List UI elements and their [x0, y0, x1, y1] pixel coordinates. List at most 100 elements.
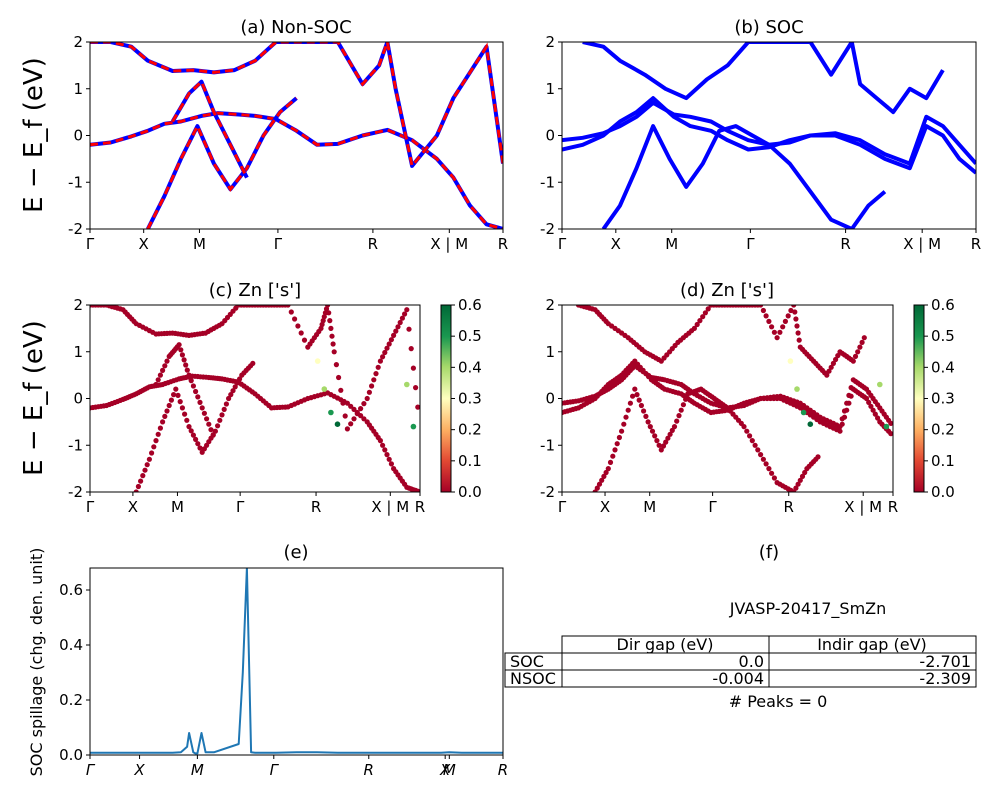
scatter-point: [135, 483, 141, 490]
scatter-point: [855, 349, 861, 355]
scatter-point: [348, 403, 354, 409]
scatter-point: [384, 452, 390, 458]
scatter-point: [404, 307, 410, 313]
panel-b: (b) SOC -2 -1 0 1 2 Γ X M Γ R X | M R: [540, 17, 981, 253]
x-tick-label: R: [498, 761, 508, 779]
panel-b-ticks: -2 -1 0 1 2 Γ X M Γ R X | M R: [540, 33, 981, 253]
scatter-point: [388, 337, 394, 343]
scatter-point: [649, 428, 656, 434]
scatter-point: [763, 313, 769, 319]
scatter-point: [151, 444, 157, 450]
scatter-point: [612, 447, 618, 453]
table-header-dir: Dir gap (eV): [617, 635, 714, 654]
x-tick-label: Γ: [86, 235, 95, 253]
scatter-point: [325, 305, 331, 308]
table-cell-value: 0.0: [739, 652, 764, 671]
panel-e-ylabel: SOC spillage (chg. den. unit): [27, 548, 46, 777]
y-tick-label: -1: [540, 173, 555, 191]
scatter-point: [796, 337, 802, 343]
scatter-point: [780, 324, 786, 330]
x-tick-label: R: [364, 761, 374, 779]
colorbar-tick-label: 0.3: [458, 390, 482, 408]
scatter-point: [857, 344, 863, 350]
scatter-point: [288, 309, 294, 315]
scatter-point: [625, 407, 631, 413]
scatter-point: [133, 489, 139, 492]
panel-c-ticks: -2 -1 0 1 2 Γ X M Γ R X | M R: [68, 296, 425, 516]
series-line-dashed: [90, 42, 503, 170]
scatter-point: [331, 349, 337, 355]
scatter-point: [195, 394, 201, 400]
scatter-point: [397, 319, 403, 326]
x-tick-label: R: [368, 235, 378, 253]
scatter-point: [605, 466, 611, 472]
scatter-point: [833, 356, 839, 363]
y-tick-label: 2: [545, 33, 555, 51]
x-tick-label: Γ: [708, 498, 717, 516]
scatter-point: [760, 456, 767, 462]
series-line-dashed: [90, 111, 503, 229]
scatter-point: [232, 384, 238, 390]
panel-e: (e) 0.00.20.40.6Γ X M Γ R XM R SOC spillage (c…: [27, 542, 508, 779]
scatter-point: [647, 424, 653, 430]
scatter-point: [201, 410, 207, 416]
scatter-point: [669, 427, 675, 433]
scatter-point: [824, 372, 830, 378]
scatter-point: [678, 407, 684, 413]
scatter-point: [795, 481, 801, 487]
scatter-point: [667, 431, 673, 437]
scatter-point: [641, 408, 647, 414]
scatter-point: [794, 323, 800, 329]
scatter-point: [168, 397, 174, 403]
scatter-point: [364, 395, 370, 402]
scatter-point: [193, 388, 199, 395]
scatter-point: [875, 415, 881, 421]
scatter-point: [382, 447, 388, 453]
scatter-point: [384, 345, 390, 351]
scatter-point: [393, 328, 399, 334]
panel-c-plot: [90, 305, 420, 492]
scatter-point: [395, 324, 401, 330]
scatter-point: [155, 431, 161, 437]
scatter-point: [850, 358, 856, 364]
x-tick-label: M: [193, 235, 206, 253]
scatter-point: [652, 433, 658, 439]
scatter-point: [596, 481, 603, 487]
scatter-point: [752, 442, 758, 448]
scatter-point: [348, 421, 354, 427]
scatter-point: [665, 435, 671, 441]
scatter-point: [153, 381, 159, 388]
scatter-point: [182, 411, 188, 417]
table-cell-value: -0.004: [712, 669, 764, 688]
x-tick-label: X | M: [371, 498, 409, 516]
y-tick-label: 0.6: [59, 581, 83, 599]
scatter-point: [671, 424, 678, 430]
scatter-point: [859, 339, 865, 345]
table-cell: [768, 669, 977, 688]
panel-f: (f) JVASP-20417_SmZn Dir gap (eV) Indir …: [504, 542, 977, 711]
scatter-point: [797, 477, 803, 483]
scatter-point: [839, 421, 845, 427]
scatter-point: [794, 386, 800, 392]
x-tick-label: M: [171, 498, 184, 516]
scatter-point: [415, 404, 420, 410]
scatter-point: [217, 417, 223, 423]
scatter-point: [375, 364, 381, 370]
scatter-point: [382, 349, 388, 356]
scatter-point: [771, 329, 778, 335]
scatter-point: [323, 306, 330, 312]
colorbar-tick-label: 0.4: [931, 358, 955, 376]
colorbar-tick-label: 0.1: [458, 452, 482, 470]
scatter-point: [184, 367, 190, 373]
scatter-point: [321, 386, 328, 392]
x-tick-label: Γ: [746, 235, 755, 253]
y-tick-label: 2: [545, 296, 555, 314]
scatter-point: [697, 318, 703, 324]
scatter-point: [758, 305, 764, 308]
scatter-point: [674, 418, 680, 424]
scatter-point: [371, 377, 377, 383]
scatter-point: [866, 399, 872, 405]
peaks-label: # Peaks = 0: [729, 692, 828, 711]
colorbar-tick-label: 0.2: [931, 421, 955, 439]
scatter-point: [654, 438, 660, 444]
